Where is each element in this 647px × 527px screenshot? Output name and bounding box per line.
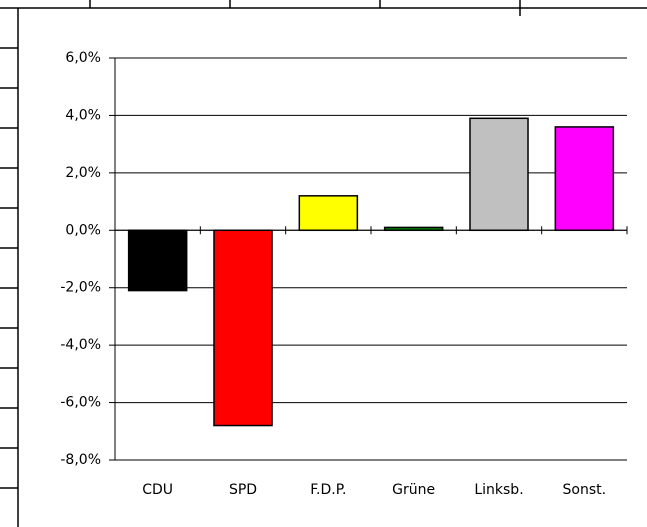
y-tick-label: -6,0% xyxy=(60,395,101,411)
x-tick-label: CDU xyxy=(142,482,173,498)
bar xyxy=(127,229,188,292)
x-tick-label: Sonst. xyxy=(563,482,607,498)
bar xyxy=(554,126,615,232)
bar xyxy=(298,195,359,232)
y-tick-label: -4,0% xyxy=(60,337,101,353)
y-tick-label: 0,0% xyxy=(65,222,101,238)
y-tick-label: 4,0% xyxy=(65,107,101,123)
x-tick-label: Linksb. xyxy=(474,482,523,498)
bar xyxy=(469,117,529,232)
x-tick-label: SPD xyxy=(229,482,257,498)
y-tick-label: -2,0% xyxy=(60,280,101,296)
x-tick-label: F.D.P. xyxy=(310,482,346,498)
y-tick-label: 6,0% xyxy=(65,50,101,66)
y-tick-label: 2,0% xyxy=(65,165,101,181)
y-tick-label: -8,0% xyxy=(60,452,101,468)
x-tick-label: Grüne xyxy=(392,482,435,498)
bar xyxy=(213,229,273,427)
